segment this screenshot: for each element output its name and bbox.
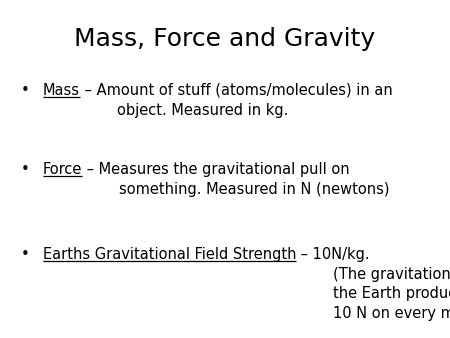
Text: – Amount of stuff (atoms/molecules) in an
        object. Measured in kg.: – Amount of stuff (atoms/molecules) in a… xyxy=(80,83,392,118)
Text: Force: Force xyxy=(43,162,82,177)
Text: Mass, Force and Gravity: Mass, Force and Gravity xyxy=(74,27,376,51)
Text: •: • xyxy=(20,83,29,98)
Text: •: • xyxy=(20,162,29,177)
Text: •: • xyxy=(20,247,29,262)
Text: – 10N/kg.
        (The gravitational field strength at the surface of
        th: – 10N/kg. (The gravitational field stren… xyxy=(296,247,450,321)
Text: Mass: Mass xyxy=(43,83,80,98)
Text: Earths Gravitational Field Strength: Earths Gravitational Field Strength xyxy=(43,247,296,262)
Text: – Measures the gravitational pull on
        something. Measured in N (newtons): – Measures the gravitational pull on som… xyxy=(82,162,390,197)
